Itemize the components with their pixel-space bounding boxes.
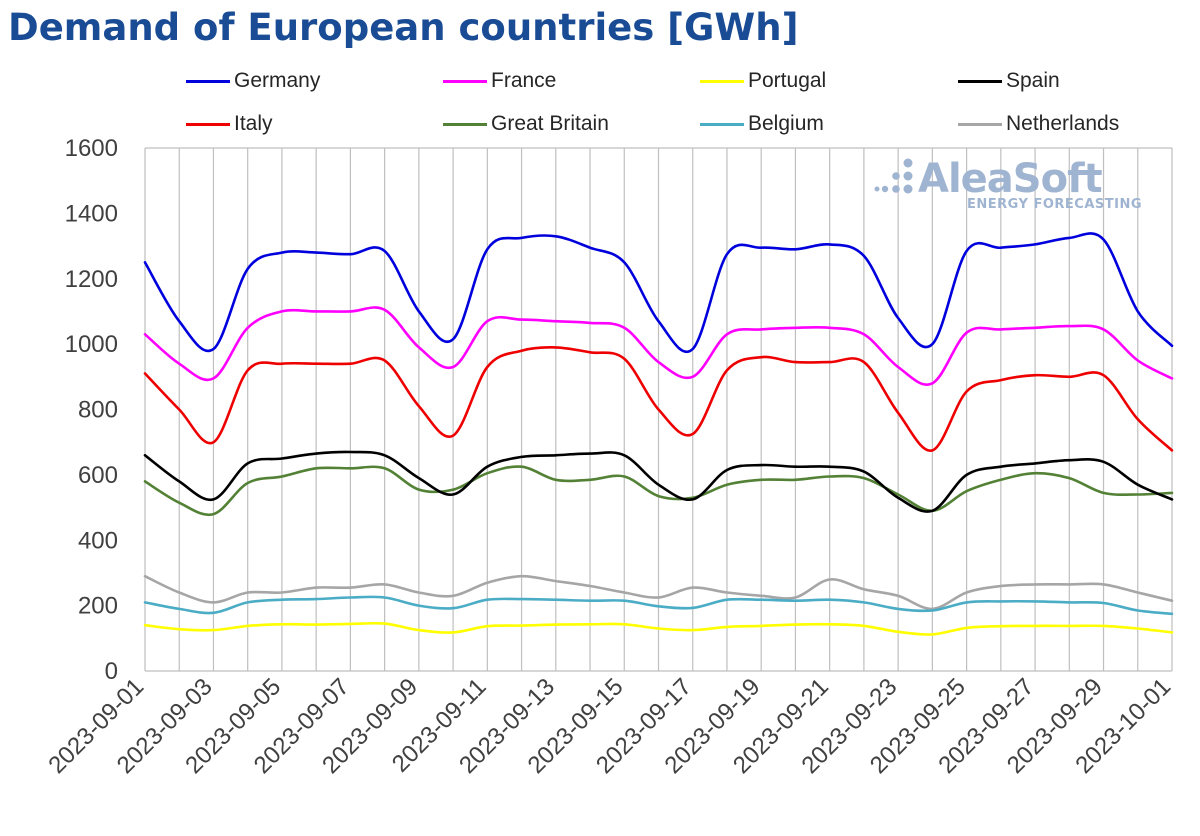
- x-axis: 2023-09-012023-09-032023-09-052023-09-07…: [43, 673, 1176, 779]
- legend-swatch: [700, 122, 744, 126]
- legend-item-great-britain: Great Britain: [443, 110, 609, 138]
- legend-item-portugal: Portugal: [700, 67, 826, 95]
- aleasoft-logo: AleaSoft ENERGY FORECASTING: [874, 156, 1164, 216]
- legend-label: Great Britain: [491, 112, 609, 135]
- series-line-netherlands: [143, 574, 1174, 611]
- logo-dots-icon: [874, 158, 913, 194]
- legend-swatch: [958, 79, 1002, 83]
- logo-name: AleaSoft: [918, 156, 1103, 202]
- y-axis: 0 200 400 600 800 1000 1200 1400 1600: [65, 135, 118, 685]
- y-tick-label: 0: [105, 658, 118, 685]
- legend-swatch: [186, 79, 230, 83]
- series-line-portugal: [143, 621, 1174, 636]
- series-line-germany: [143, 232, 1174, 353]
- legend-item-belgium: Belgium: [700, 110, 824, 138]
- legend-label: Italy: [234, 112, 273, 135]
- y-tick-label: 800: [78, 397, 118, 424]
- y-tick-label: 1400: [65, 200, 118, 227]
- y-tick-label: 1600: [65, 135, 118, 162]
- legend-label: Belgium: [748, 112, 824, 135]
- legend-swatch: [700, 79, 744, 83]
- series-line-spain: [143, 450, 1174, 513]
- series-line-belgium: [143, 595, 1174, 616]
- legend-item-germany: Germany: [186, 67, 320, 95]
- legend-swatch: [443, 122, 487, 126]
- legend-item-italy: Italy: [186, 110, 273, 138]
- y-tick-label: 200: [78, 593, 118, 620]
- y-tick-label: 400: [78, 527, 118, 554]
- legend-swatch: [443, 79, 487, 83]
- logo-tagline: ENERGY FORECASTING: [967, 197, 1143, 212]
- series-line-france: [143, 306, 1174, 386]
- legend-label: Spain: [1006, 69, 1060, 92]
- legend-label: Germany: [234, 69, 321, 92]
- legend-item-netherlands: Netherlands: [958, 110, 1119, 138]
- legend-item-spain: Spain: [958, 67, 1060, 95]
- legend-swatch: [958, 122, 1002, 126]
- legend-swatch: [186, 122, 230, 126]
- series-line-great-britain: [143, 465, 1174, 517]
- y-tick-label: 1000: [65, 331, 118, 358]
- chart-title: Demand of European countries [GWh]: [8, 6, 799, 49]
- legend-label: Portugal: [748, 69, 827, 92]
- series-lines: [143, 232, 1174, 636]
- y-tick-label: 600: [78, 462, 118, 489]
- y-tick-label: 1200: [65, 266, 118, 293]
- legend-label: Netherlands: [1006, 112, 1120, 135]
- legend-label: France: [491, 69, 557, 92]
- legend-item-france: France: [443, 67, 556, 95]
- series-line-italy: [143, 346, 1174, 452]
